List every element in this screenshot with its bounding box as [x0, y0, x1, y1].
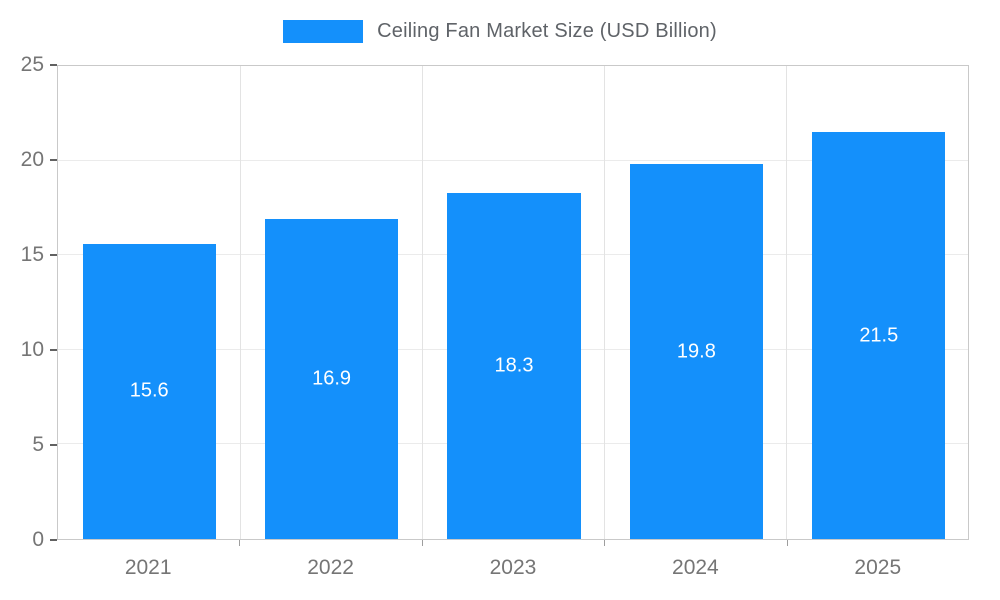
chart-header: Ceiling Fan Market Size (USD Billion)	[0, 14, 1000, 48]
plot-area: 15.6 16.9 18.3 19.8 21.5	[57, 65, 969, 540]
y-tick-mark	[50, 159, 57, 161]
y-tick-mark	[50, 254, 57, 256]
bar: 21.5	[812, 132, 946, 539]
bar: 19.8	[629, 164, 763, 539]
y-tick-label: 5	[32, 433, 44, 456]
v-gridline	[240, 66, 241, 539]
x-tick-mark	[239, 540, 241, 546]
x-tick-label: 2023	[489, 556, 537, 579]
y-tick-label: 15	[20, 243, 44, 266]
y-tick-mark	[50, 64, 57, 66]
y-tick-mark	[50, 349, 57, 351]
x-tick-mark	[786, 540, 788, 546]
x-tick-label: 2022	[307, 556, 354, 579]
legend-swatch	[283, 19, 364, 43]
bar-value-label: 21.5	[859, 324, 899, 347]
v-gridline	[422, 66, 423, 539]
bar: 16.9	[265, 219, 399, 539]
x-tick-mark	[421, 540, 423, 546]
y-tick-mark	[50, 539, 57, 541]
y-tick-label: 20	[20, 148, 44, 171]
bar-value-label: 19.8	[676, 340, 716, 363]
bar: 18.3	[447, 192, 581, 539]
v-gridline	[604, 66, 605, 539]
y-tick-label: 0	[32, 528, 44, 551]
y-tick-label: 10	[20, 338, 44, 361]
bar-value-label: 18.3	[494, 354, 534, 377]
v-gridline	[786, 66, 787, 539]
y-tick-mark	[50, 444, 57, 446]
x-tick-mark	[604, 540, 606, 546]
bar: 15.6	[82, 243, 216, 539]
x-tick-label: 2025	[854, 556, 902, 579]
bar-value-label: 16.9	[312, 367, 352, 390]
chart-title: Ceiling Fan Market Size (USD Billion)	[377, 19, 717, 42]
x-tick-label: 2021	[124, 556, 172, 579]
x-tick-label: 2024	[672, 556, 719, 579]
bar-value-label: 15.6	[129, 379, 169, 402]
y-tick-label: 25	[20, 53, 44, 76]
h-gridline	[58, 159, 968, 161]
